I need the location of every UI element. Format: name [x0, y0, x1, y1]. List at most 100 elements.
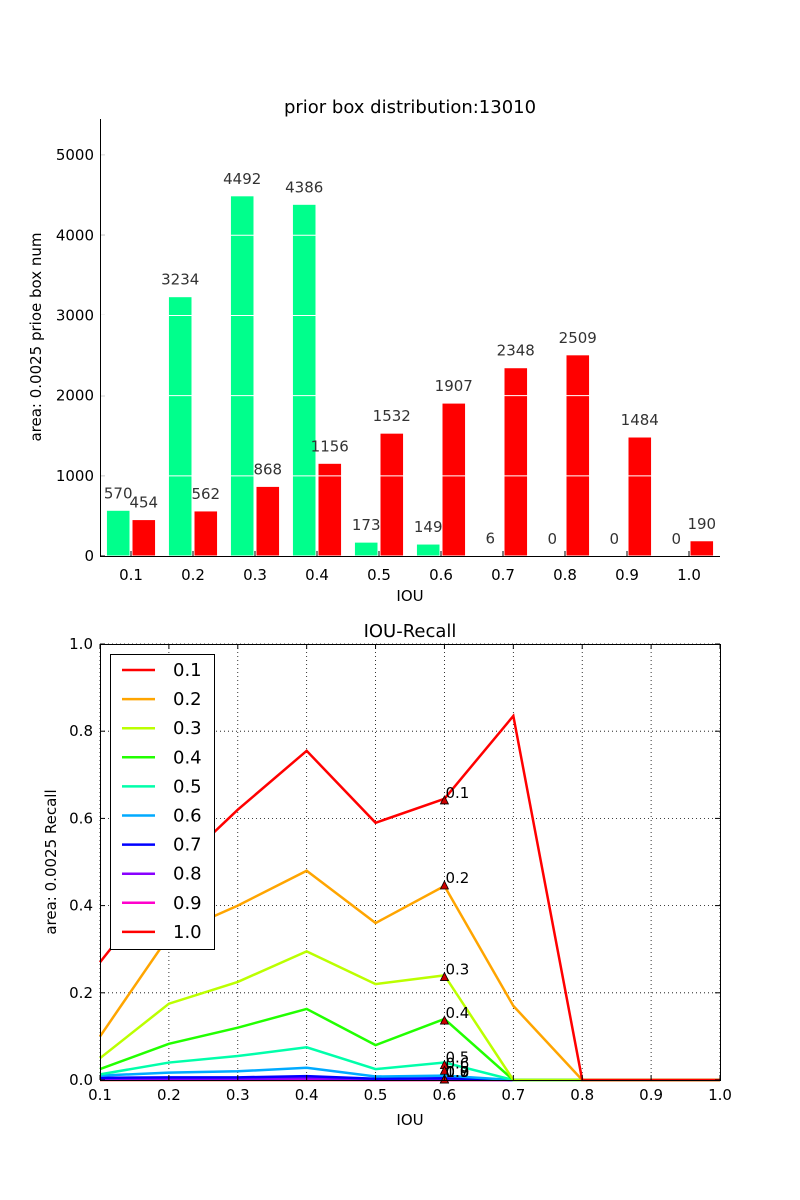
x-tick-label: 0.4 — [305, 566, 329, 584]
bar — [229, 195, 255, 557]
x-tick-label: 0.9 — [615, 566, 639, 584]
point-marker — [439, 971, 450, 981]
y-tick-label: 2000 — [56, 387, 94, 405]
bar-chart-title: prior box distribution:13010 — [284, 97, 536, 118]
bar — [105, 509, 131, 557]
bar-value-label: 454 — [129, 494, 158, 512]
x-tick-label: 0.6 — [433, 1086, 457, 1104]
bar — [565, 354, 591, 557]
line-chart-ylabel: area: 0.0025 Recall — [42, 789, 60, 934]
bar — [167, 296, 193, 557]
series-line — [99, 1007, 720, 1082]
x-tick-label: 0.7 — [501, 1086, 525, 1104]
legend-label: 0.7 — [173, 835, 202, 856]
bar — [415, 543, 441, 557]
legend: 0.1 0.2 0.3 0.4 0.5 0.6 0.7 0.8 0.9 1.0 — [110, 654, 215, 950]
point-label: 0.4 — [445, 1004, 469, 1022]
x-tick-label: 0.3 — [226, 1086, 250, 1104]
legend-label: 0.3 — [173, 718, 202, 739]
y-tick-label: 0.6 — [69, 809, 93, 827]
y-tick-label: 1.0 — [69, 635, 93, 653]
legend-box — [110, 654, 215, 950]
x-tick-label: 0.6 — [429, 566, 453, 584]
legend-label: 0.9 — [173, 893, 202, 914]
bar-value-label: 2348 — [497, 342, 535, 360]
point-label: 0.2 — [445, 869, 469, 887]
x-tick-label: 0.3 — [243, 566, 267, 584]
x-tick-label: 1.0 — [708, 1086, 732, 1104]
bar-chart-xlabel: IOU — [396, 587, 423, 605]
x-tick-label: 0.5 — [364, 1086, 388, 1104]
x-tick-label: 1.0 — [677, 566, 701, 584]
x-tick-label: 0.7 — [491, 566, 515, 584]
bar — [193, 510, 219, 557]
bar-value-label: 562 — [191, 485, 220, 503]
legend-label: 0.1 — [173, 660, 202, 681]
bar-value-label: 1484 — [621, 411, 659, 429]
bar-value-label: 1532 — [373, 407, 411, 425]
bar-value-label: 4386 — [285, 178, 323, 196]
x-tick-label: 0.8 — [553, 566, 577, 584]
bar-value-label: 4492 — [223, 170, 261, 188]
y-tick-label: 1000 — [56, 467, 94, 485]
bar-value-label: 190 — [687, 515, 716, 533]
bar — [379, 432, 405, 557]
bar — [317, 462, 343, 557]
bar-value-label: 6 — [485, 530, 495, 548]
x-tick-label: 0.2 — [157, 1086, 181, 1104]
point-label: 0.8 — [445, 1063, 469, 1081]
point-marker — [439, 1015, 450, 1025]
bar — [131, 519, 157, 557]
point-marker — [439, 795, 450, 805]
point-label: 0.5 — [445, 1049, 469, 1067]
line-chart-title: IOU-Recall — [364, 621, 457, 642]
legend-label: 0.6 — [173, 806, 202, 827]
y-tick-label: 5000 — [56, 146, 94, 164]
bar-value-label: 0 — [609, 530, 619, 548]
point-marker — [439, 880, 450, 890]
bar-chart-ylabel: area: 0.0025 prioe box num — [27, 232, 45, 441]
point-label: 0.7 — [445, 1063, 469, 1081]
x-tick-label: 0.1 — [88, 1086, 112, 1104]
line-chart-xlabel: IOU — [396, 1111, 423, 1129]
y-tick-label: 3000 — [56, 306, 94, 324]
y-tick-label: 0.8 — [69, 722, 93, 740]
point-label: 0.1 — [445, 784, 469, 802]
y-tick-label: 0.0 — [69, 1071, 93, 1089]
point-label: 0.9 — [445, 1063, 469, 1081]
bar-chart: prior box distribution:13010 area: 0.002… — [27, 97, 720, 605]
bar — [291, 203, 317, 557]
bar-value-label: 1156 — [311, 437, 349, 455]
y-tick-label: 0.2 — [69, 984, 93, 1002]
bar-value-label: 0 — [671, 530, 681, 548]
legend-label: 0.2 — [173, 689, 202, 710]
x-tick-label: 0.8 — [570, 1086, 594, 1104]
y-tick-label: 4000 — [56, 226, 94, 244]
x-tick-label: 0.2 — [181, 566, 205, 584]
y-tick-label: 0.4 — [69, 897, 93, 915]
legend-label: 1.0 — [173, 922, 202, 943]
point-label: 0.3 — [445, 961, 469, 979]
legend-label: 0.8 — [173, 864, 202, 885]
bar-value-label: 173 — [352, 516, 381, 534]
bar-value-label: 570 — [104, 484, 133, 502]
bar-value-label: 868 — [253, 460, 282, 478]
point-label: 1.0 — [445, 1063, 469, 1081]
bar — [689, 540, 715, 557]
x-tick-label: 0.4 — [295, 1086, 319, 1104]
bar — [441, 402, 467, 557]
bar-value-label: 1907 — [435, 377, 473, 395]
bar-value-label: 149 — [414, 518, 443, 536]
bar — [353, 541, 379, 557]
point-label: 0.6 — [445, 1054, 469, 1072]
bar-value-label: 0 — [547, 530, 557, 548]
x-tick-label: 0.9 — [639, 1086, 663, 1104]
y-tick-label: 0 — [84, 547, 94, 565]
legend-label: 0.4 — [173, 747, 202, 768]
x-tick-label: 0.1 — [119, 566, 143, 584]
x-tick-label: 0.5 — [367, 566, 391, 584]
line-chart: IOU-Recall area: 0.0025 Recall IOU 0.10.… — [42, 621, 732, 1129]
legend-label: 0.5 — [173, 776, 202, 797]
line-chart-frame — [100, 644, 721, 1081]
